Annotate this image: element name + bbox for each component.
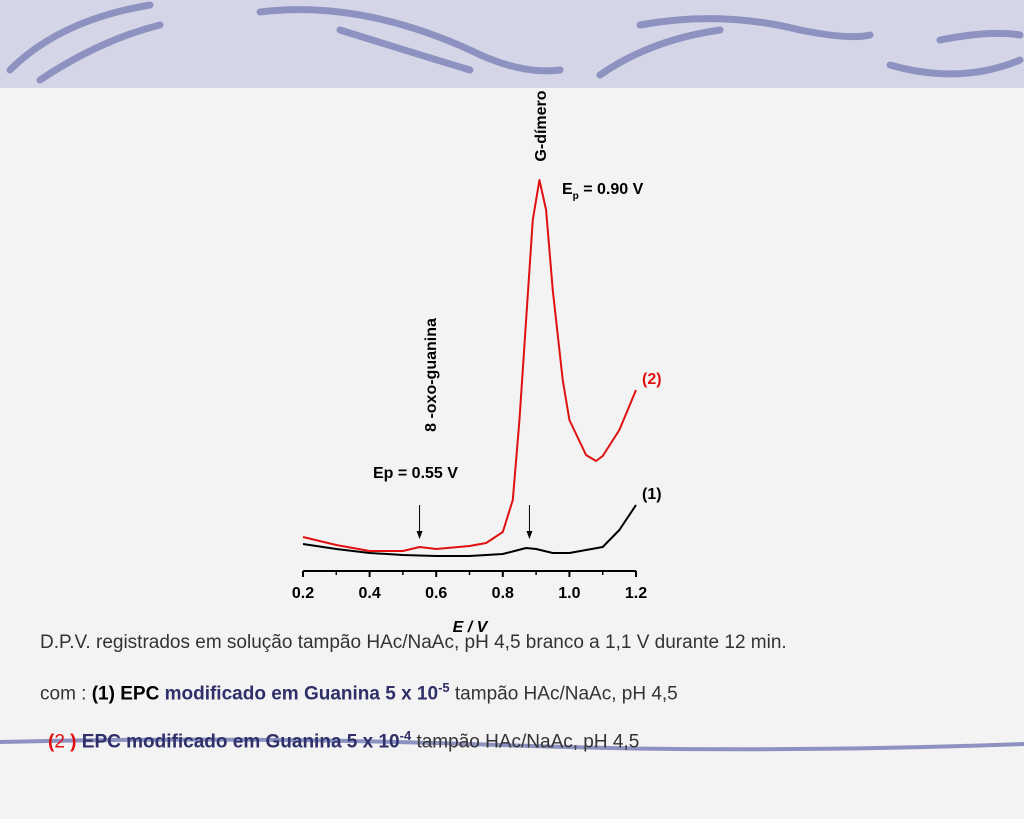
legend-label: (2) xyxy=(642,371,662,388)
line xyxy=(302,179,637,552)
header-band xyxy=(0,0,1024,88)
x-axis-label: E / V xyxy=(453,619,489,636)
annotation: Ep = 0.55 V xyxy=(373,465,458,482)
caption: tampão HAc/NaAc, pH 4,5 xyxy=(411,731,640,753)
x-tick-label: 0.4 xyxy=(358,585,380,602)
arrow-head xyxy=(416,531,423,539)
caption: D.P.V. registrados em solução tampão HAc… xyxy=(40,632,787,653)
arrow-head xyxy=(526,531,533,539)
caption: -5 xyxy=(438,680,450,695)
caption: ( xyxy=(48,731,55,753)
x-tick-label: 0.2 xyxy=(292,585,314,602)
annotation: Ep = 0.90 V xyxy=(562,181,644,202)
x-tick-label: 1.2 xyxy=(625,585,647,602)
x-tick-label: 0.8 xyxy=(492,585,514,602)
caption: ) xyxy=(64,731,77,753)
x-tick-label: 1.0 xyxy=(558,585,580,602)
caption: (1) EPC xyxy=(91,683,160,705)
divider xyxy=(0,737,1024,752)
annotation: = 0.90 V xyxy=(579,181,644,198)
caption: tampão HAc/NaAc, pH 4,5 xyxy=(449,683,678,705)
caption: com : (1) EPC modificado em Guanina 5 x … xyxy=(40,680,678,705)
annotation: p xyxy=(573,191,579,202)
caption: modificado em Guanina 5 x 10 xyxy=(159,683,439,705)
caption: EPC modificado em Guanina 5 x 10 xyxy=(76,731,400,753)
annotation: E xyxy=(562,181,573,198)
legend-label: (1) xyxy=(642,486,662,503)
caption: com : xyxy=(40,683,92,705)
annotation: 8 -oxo-guanina xyxy=(423,318,440,432)
x-tick-label: 0.6 xyxy=(425,585,447,602)
caption: 2 xyxy=(54,731,65,753)
header-swooshes xyxy=(6,1,1024,84)
line xyxy=(302,504,637,557)
annotation: G-dímero xyxy=(533,90,550,161)
caption: (2 ) EPC modificado em Guanina 5 x 10-4 … xyxy=(48,728,639,753)
caption: -4 xyxy=(399,728,412,743)
